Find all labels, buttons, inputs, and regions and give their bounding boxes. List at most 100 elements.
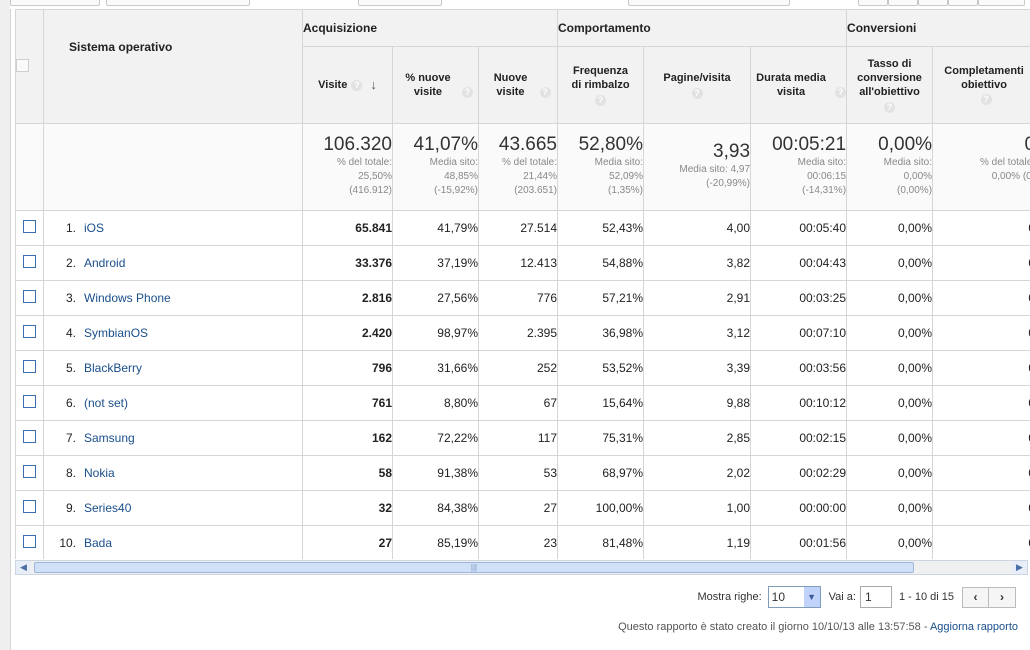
- row-checkbox[interactable]: [23, 220, 36, 233]
- os-link[interactable]: Nokia: [84, 466, 115, 480]
- dimension-label: Sistema operativo: [69, 39, 173, 54]
- help-icon[interactable]: ?: [351, 79, 363, 91]
- os-link[interactable]: Windows Phone: [84, 291, 171, 305]
- cell-new-visits: 2.395: [477, 315, 559, 351]
- help-icon[interactable]: ?: [691, 88, 703, 99]
- table-row[interactable]: 8. Nokia 58 91,38% 53 68,97% 2,02 00:02:29 0,00%…: [15, 455, 1030, 491]
- os-link[interactable]: Bada: [84, 536, 113, 550]
- cell-new-visits: 23: [477, 525, 559, 559]
- row-checkbox[interactable]: [23, 430, 36, 443]
- totals-visits: 106.320 % del totale: 25,50% (416.912): [302, 123, 393, 211]
- column-header-pct-new-visits[interactable]: % nuove visite?: [392, 46, 479, 124]
- table-row[interactable]: 7. Samsung 162 72,22% 117 75,31% 2,85 00:02:15 0…: [15, 420, 1030, 456]
- row-checkbox-cell: [15, 245, 44, 281]
- cell-visits: 796: [302, 350, 393, 386]
- next-page-button[interactable]: ›: [989, 586, 1016, 608]
- rows-per-page-select[interactable]: 10 ▼: [767, 586, 821, 608]
- previous-page-button[interactable]: ‹: [962, 586, 989, 608]
- row-checkbox[interactable]: [23, 255, 36, 268]
- view-toggle-button[interactable]: [948, 0, 978, 6]
- cell-operating-system: 7. Samsung: [43, 420, 303, 456]
- top-toolbar-strip: [10, 0, 1030, 9]
- help-icon[interactable]: ?: [462, 86, 473, 98]
- toolbar-button[interactable]: [358, 0, 442, 6]
- scrollbar-thumb[interactable]: |||: [34, 562, 914, 573]
- row-number: 6.: [65, 396, 76, 410]
- sort-descending-icon[interactable]: ↓: [370, 77, 377, 93]
- row-checkbox-cell: [15, 525, 44, 559]
- row-checkbox[interactable]: [23, 325, 36, 338]
- toolbar-button[interactable]: [106, 0, 250, 6]
- toolbar-search[interactable]: [628, 0, 790, 6]
- right-arrow-icon[interactable]: ▶: [1012, 561, 1027, 574]
- row-checkbox-cell: [15, 490, 44, 526]
- total-sub: Media sito:: [797, 157, 847, 168]
- toolbar-button[interactable]: [10, 0, 100, 6]
- dimension-header[interactable]: Sistema operativo: [43, 9, 303, 124]
- cell-goal-completions: 0: [932, 350, 1030, 386]
- view-toggle-button[interactable]: [888, 0, 918, 6]
- row-checkbox[interactable]: [23, 395, 36, 408]
- help-icon[interactable]: ?: [595, 95, 607, 106]
- row-checkbox[interactable]: [23, 535, 36, 548]
- os-link[interactable]: SymbianOS: [84, 326, 149, 340]
- horizontal-scrollbar[interactable]: ◀ ||| ▶: [15, 560, 1028, 575]
- view-toggle-button[interactable]: [858, 0, 888, 6]
- os-link[interactable]: (not set): [84, 396, 129, 410]
- refresh-report-link[interactable]: Aggiorna rapporto: [929, 621, 1018, 633]
- total-sub: 21,44%: [523, 171, 558, 182]
- report-table: Sistema operativo Acquisizione Comportam…: [15, 9, 1030, 559]
- os-link[interactable]: BlackBerry: [84, 361, 143, 375]
- table-row[interactable]: 4. SymbianOS 2.420 98,97% 2.395 36,98% 3,12 00:…: [15, 315, 1030, 351]
- os-link[interactable]: Android: [84, 256, 126, 270]
- table-row[interactable]: 9. Series40 32 84,38% 27 100,00% 1,00 00:00:00 0…: [15, 490, 1030, 526]
- column-header-pages-per-visit[interactable]: Pagine/visita?: [643, 46, 752, 124]
- select-all-checkbox[interactable]: [16, 58, 29, 72]
- row-checkbox[interactable]: [23, 360, 36, 373]
- row-checkbox[interactable]: [23, 465, 36, 478]
- row-number: 5.: [65, 361, 76, 375]
- column-header-new-visits[interactable]: Nuove visite?: [477, 46, 559, 124]
- row-checkbox-cell: [15, 210, 44, 246]
- left-arrow-icon[interactable]: ◀: [16, 561, 31, 574]
- row-number: 9.: [65, 501, 76, 515]
- report-created-note: Questo rapporto è stato creato il giorno…: [618, 621, 1018, 633]
- row-checkbox[interactable]: [23, 500, 36, 513]
- cell-visits: 33.376: [302, 245, 393, 281]
- table-row[interactable]: 2. Android 33.376 37,19% 12.413 54,88% 3,82 00:…: [15, 245, 1030, 281]
- cell-avg-duration: 00:10:12: [750, 385, 848, 421]
- table-row[interactable]: 10. Bada 27 85,19% 23 81,48% 1,19 00:01:56 0,00%…: [15, 525, 1030, 559]
- total-sub: 48,85%: [444, 171, 478, 182]
- column-group-row: Sistema operativo Acquisizione Comportam…: [15, 9, 1030, 124]
- row-checkbox[interactable]: [23, 290, 36, 303]
- group-header-acquisition: Acquisizione: [301, 9, 559, 47]
- os-link[interactable]: Series40: [84, 501, 132, 515]
- cell-avg-duration: 00:03:25: [750, 280, 848, 316]
- table-row[interactable]: 6. (not set) 761 8,80% 67 15,64% 9,88 00:10:12 0…: [15, 385, 1030, 421]
- help-icon[interactable]: ?: [884, 102, 896, 113]
- cell-conversion-rate: 0,00%: [846, 350, 934, 386]
- view-toggle-button[interactable]: [978, 0, 1025, 6]
- cell-new-visits: 252: [477, 350, 559, 386]
- table-row[interactable]: 3. Windows Phone 2.816 27,56% 776 57,21% 2,91 0…: [15, 280, 1030, 316]
- cell-bounce-rate: 52,43%: [557, 210, 645, 246]
- column-header-goal-completions[interactable]: Completamenti obiettivo?: [932, 46, 1030, 124]
- column-header-avg-duration[interactable]: Durata media visita?: [750, 46, 848, 124]
- help-icon[interactable]: ?: [980, 93, 992, 105]
- os-link[interactable]: iOS: [84, 221, 105, 235]
- help-icon[interactable]: ?: [539, 86, 551, 98]
- view-toggle-button[interactable]: [918, 0, 948, 6]
- table-row[interactable]: 1. iOS 65.841 41,79% 27.514 52,43% 4,00 00:05:4…: [15, 210, 1030, 246]
- column-label: Visite: [318, 78, 348, 91]
- cell-bounce-rate: 100,00%: [557, 490, 645, 526]
- cell-pct-new-visits: 8,80%: [392, 385, 479, 421]
- column-header-bounce-rate[interactable]: Frequenza di rimbalzo?: [557, 46, 645, 124]
- table-row[interactable]: 5. BlackBerry 796 31,66% 252 53,52% 3,39 00:03:…: [15, 350, 1030, 386]
- cell-pct-new-visits: 84,38%: [392, 490, 479, 526]
- goto-page-input[interactable]: 1: [859, 586, 892, 608]
- cell-goal-completions: 0: [932, 315, 1030, 351]
- column-header-conversion-rate[interactable]: Tasso di conversione all'obiettivo?: [846, 46, 934, 124]
- column-header-visits[interactable]: Visite? ↓: [302, 46, 393, 124]
- help-icon[interactable]: ?: [835, 86, 847, 98]
- os-link[interactable]: Samsung: [84, 431, 135, 445]
